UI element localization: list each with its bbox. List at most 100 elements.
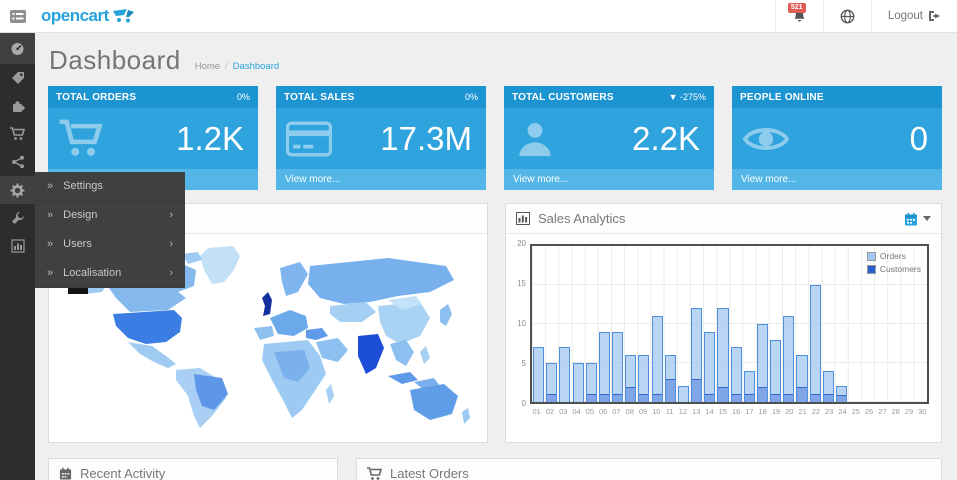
- breadcrumb-current[interactable]: Dashboard: [232, 61, 280, 72]
- double-chevron-icon: »: [47, 267, 54, 279]
- sidebar-toggle-button[interactable]: [0, 0, 35, 33]
- orders-bar: [743, 370, 755, 402]
- chart-x-labels: 01 02 03 04 05 06 07 08 09 10 11 12 13 14 15 16 17 18 19 20…: [530, 407, 929, 416]
- sidebar-item-catalog[interactable]: [0, 64, 35, 92]
- customers-bar: [613, 394, 623, 402]
- x-tick-label: 26: [864, 407, 874, 416]
- customers-bar: [744, 394, 754, 402]
- notifications-button[interactable]: 521: [774, 0, 823, 33]
- sidebar-item-tools[interactable]: [0, 204, 35, 232]
- breadcrumb-home-link[interactable]: Home: [194, 61, 221, 72]
- x-tick-label: 07: [612, 407, 621, 416]
- eye-icon: [742, 127, 790, 150]
- cart-icon: [10, 127, 25, 140]
- sidebar-item-marketing[interactable]: [0, 148, 35, 176]
- x-tick-label: 29: [904, 407, 914, 416]
- tag-icon: [11, 72, 24, 84]
- tile-value: 1.2K: [176, 119, 244, 157]
- view-more-link[interactable]: View more...: [285, 174, 341, 185]
- orders-bar: [770, 339, 782, 402]
- customers-bar: [547, 394, 557, 402]
- orders-bar: [559, 347, 571, 402]
- customers-bar: [586, 394, 596, 402]
- view-more-link[interactable]: View more...: [513, 174, 569, 185]
- flyout-item-settings[interactable]: » Settings: [35, 172, 185, 201]
- logout-icon: [929, 11, 940, 21]
- tile-total-customers: TOTAL CUSTOMERS ▼ -275% 2.2K View more..…: [504, 86, 714, 190]
- topbar-actions: 521 Logout: [774, 0, 957, 33]
- sidebar-item-dashboard[interactable]: [0, 33, 35, 64]
- chart-plot[interactable]: Orders Customers: [530, 244, 929, 404]
- x-tick-label: 21: [798, 407, 807, 416]
- chart-bar-slot: [572, 246, 585, 402]
- sidebar-item-sales[interactable]: [0, 120, 35, 148]
- user-icon: [519, 122, 551, 156]
- orders-bar: [783, 316, 795, 402]
- tile-value: 0: [909, 119, 928, 157]
- legend-orders: Orders: [866, 251, 921, 261]
- chart-bar-slot: [822, 246, 835, 402]
- customers-bar: [810, 394, 820, 402]
- notification-badge: 521: [787, 2, 806, 13]
- customers-bar: [718, 386, 728, 402]
- credit-card-icon: [286, 120, 332, 157]
- chart-bar-slot: [861, 246, 874, 402]
- customers-bar: [665, 379, 675, 402]
- logout-button[interactable]: Logout: [870, 0, 957, 33]
- customers-bar: [771, 394, 781, 402]
- flyout-item-users[interactable]: » Users ›: [35, 230, 185, 259]
- puzzle-icon: [12, 101, 25, 112]
- chart-bar-slot: [545, 246, 558, 402]
- x-tick-label: 12: [678, 407, 688, 416]
- chart-bar-slot: [637, 246, 650, 402]
- recent-activity-title: Recent Activity: [80, 466, 166, 480]
- orders-bar: [533, 347, 545, 402]
- x-tick-label: 11: [665, 407, 674, 416]
- world-map[interactable]: [49, 234, 487, 442]
- latest-orders-title: Latest Orders: [390, 466, 469, 480]
- tile-title: TOTAL CUSTOMERS: [512, 91, 614, 103]
- sidebar-item-system[interactable]: [0, 176, 35, 204]
- orders-bar: [691, 308, 703, 402]
- sales-analytics-header: Sales Analytics: [506, 204, 941, 234]
- bottom-row: Recent Activity Latest Orders: [48, 458, 942, 480]
- customers-bar: [757, 386, 768, 402]
- double-chevron-icon: »: [47, 180, 54, 192]
- opencart-logo[interactable]: opencart: [41, 6, 135, 26]
- sidebar-item-extensions[interactable]: [0, 92, 35, 120]
- chevron-right-icon: ›: [169, 238, 173, 250]
- orders-bar: [585, 363, 597, 402]
- customers-bar: [823, 394, 833, 402]
- customers-bar: [599, 394, 609, 402]
- cart-icon: [367, 466, 382, 480]
- view-more-link[interactable]: View more...: [741, 174, 797, 185]
- top-bar: opencart 521 Logout: [0, 0, 957, 33]
- system-flyout-menu: » Settings » Design › » Users › » Locali…: [35, 172, 185, 288]
- sidebar: [0, 33, 35, 480]
- orders-bar: [756, 324, 769, 402]
- tile-delta: 0%: [464, 92, 478, 102]
- chart-bar-slot: [664, 246, 677, 402]
- chart-bar-slot: [769, 246, 782, 402]
- chart-bar-slot: [874, 246, 887, 402]
- tile-people-online: PEOPLE ONLINE 0 View more...: [732, 86, 942, 190]
- chart-bar-slot: [611, 246, 624, 402]
- tile-title: TOTAL ORDERS: [56, 91, 137, 103]
- panels-row: Sales Analytics 20 15 10 5 0: [48, 203, 942, 443]
- calendar-icon: [59, 467, 72, 480]
- flyout-item-localisation[interactable]: » Localisation ›: [35, 259, 185, 288]
- logout-label: Logout: [887, 10, 923, 22]
- flyout-item-design[interactable]: » Design ›: [35, 201, 185, 230]
- customers-bar: [652, 394, 662, 402]
- gear-icon: [10, 183, 25, 197]
- x-tick-label: 18: [758, 407, 767, 416]
- sidebar-item-reports[interactable]: [0, 232, 35, 260]
- breadcrumb-separator: /: [225, 61, 228, 72]
- date-range-button[interactable]: [904, 212, 931, 226]
- x-tick-label: 01: [532, 407, 541, 416]
- double-chevron-icon: »: [47, 209, 54, 221]
- x-tick-label: 27: [878, 407, 887, 416]
- chart-bar-slot: [756, 246, 769, 402]
- stores-globe-button[interactable]: [822, 0, 871, 33]
- x-tick-label: 05: [585, 407, 594, 416]
